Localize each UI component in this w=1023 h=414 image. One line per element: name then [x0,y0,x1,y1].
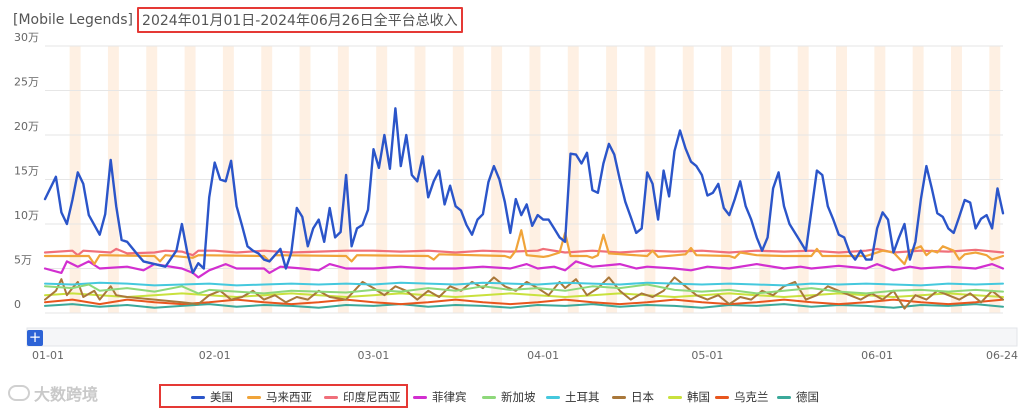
legend-label: 美国 [210,390,233,404]
revenue-line-chart: 0 5万 10万 15万 20万 25万 30万 01-01 02-01 03-01 04-01 05… [14,31,1018,362]
watermark-text: 大数跨境 [34,385,99,404]
legend-item[interactable]: 韩国 [668,389,710,405]
legend-item[interactable]: 新加坡 [482,389,536,405]
x-tick-label: 03-01 [357,349,389,362]
legend-item[interactable]: 美国 [191,389,233,405]
y-tick-label: 20万 [14,120,39,133]
legend-item[interactable]: 马来西亚 [247,389,312,405]
series-line [43,247,1005,257]
legend-item[interactable]: 乌克兰 [715,389,769,405]
y-tick-label: 15万 [14,165,39,178]
legend-swatch [777,395,791,399]
chart-legend: 美国 马来西亚 印度尼西亚 菲律宾 新加坡 土耳其 日本 韩国 乌克兰 德国 [0,384,1023,408]
x-tick-label: 02-01 [199,349,231,362]
legend-swatch [612,395,626,399]
legend-swatch [324,395,338,399]
series-line [43,260,1005,279]
series-line [44,281,1004,287]
legend-item[interactable]: 印度尼西亚 [324,389,401,405]
legend-item[interactable]: 日本 [612,389,654,405]
legend-label: 德国 [796,390,819,404]
app-name: [Mobile Legends] [13,12,134,28]
watermark-icon [8,385,30,401]
legend-item[interactable]: 菲律宾 [413,389,467,405]
legend-label: 土耳其 [565,390,600,404]
legend-swatch [413,395,427,399]
x-tick-label: 06-24 [986,349,1018,362]
legend-swatch [191,395,205,399]
legend-swatch [668,395,682,399]
range-navigator [26,327,1018,347]
legend-label: 乌克兰 [734,390,769,404]
watermark-logo: 大数跨境 [8,381,98,405]
y-tick-label: 0 [14,298,21,311]
x-tick-label: 05-01 [691,349,723,362]
date-range-title: 2024年01月01日-2024年06月26日全平台总收入 [137,7,463,33]
legend-label: 印度尼西亚 [343,390,401,404]
legend-label: 菲律宾 [432,390,467,404]
legend-swatch [247,395,261,399]
legend-highlight-box [159,384,408,408]
legend-label: 新加坡 [501,390,536,404]
y-tick-label: 5万 [14,254,32,267]
series-line [43,107,1005,275]
chart-header: [Mobile Legends] 2024年01月01日-2024年06月26日… [13,7,463,33]
legend-item[interactable]: 土耳其 [546,389,600,405]
legend-label: 韩国 [687,390,710,404]
x-tick-label: 01-01 [32,349,64,362]
series-line [44,298,1004,306]
expand-navigator-button[interactable]: + [27,328,43,346]
y-tick-label: 25万 [14,76,39,89]
legend-label: 日本 [631,390,654,404]
legend-label: 马来西亚 [266,390,312,404]
series-line [44,283,1004,295]
legend-swatch [546,395,560,399]
y-tick-label: 10万 [14,209,39,222]
x-tick-label: 06-01 [861,349,893,362]
x-tick-label: 04-01 [527,349,559,362]
series-line [44,303,1004,309]
legend-swatch [482,395,496,399]
legend-item[interactable]: 德国 [777,389,819,405]
y-tick-label: 30万 [14,31,39,44]
legend-swatch [715,395,729,399]
